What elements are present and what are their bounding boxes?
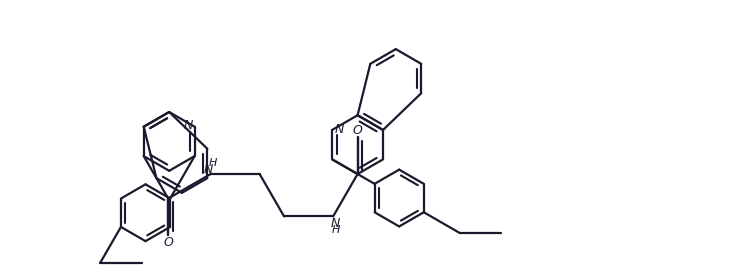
Text: N: N bbox=[331, 217, 341, 230]
Text: H: H bbox=[209, 158, 217, 168]
Text: N: N bbox=[203, 163, 213, 176]
Text: N: N bbox=[335, 124, 344, 136]
Text: H: H bbox=[332, 225, 340, 235]
Text: O: O bbox=[163, 236, 173, 249]
Text: O: O bbox=[352, 124, 363, 137]
Text: N: N bbox=[184, 119, 194, 132]
